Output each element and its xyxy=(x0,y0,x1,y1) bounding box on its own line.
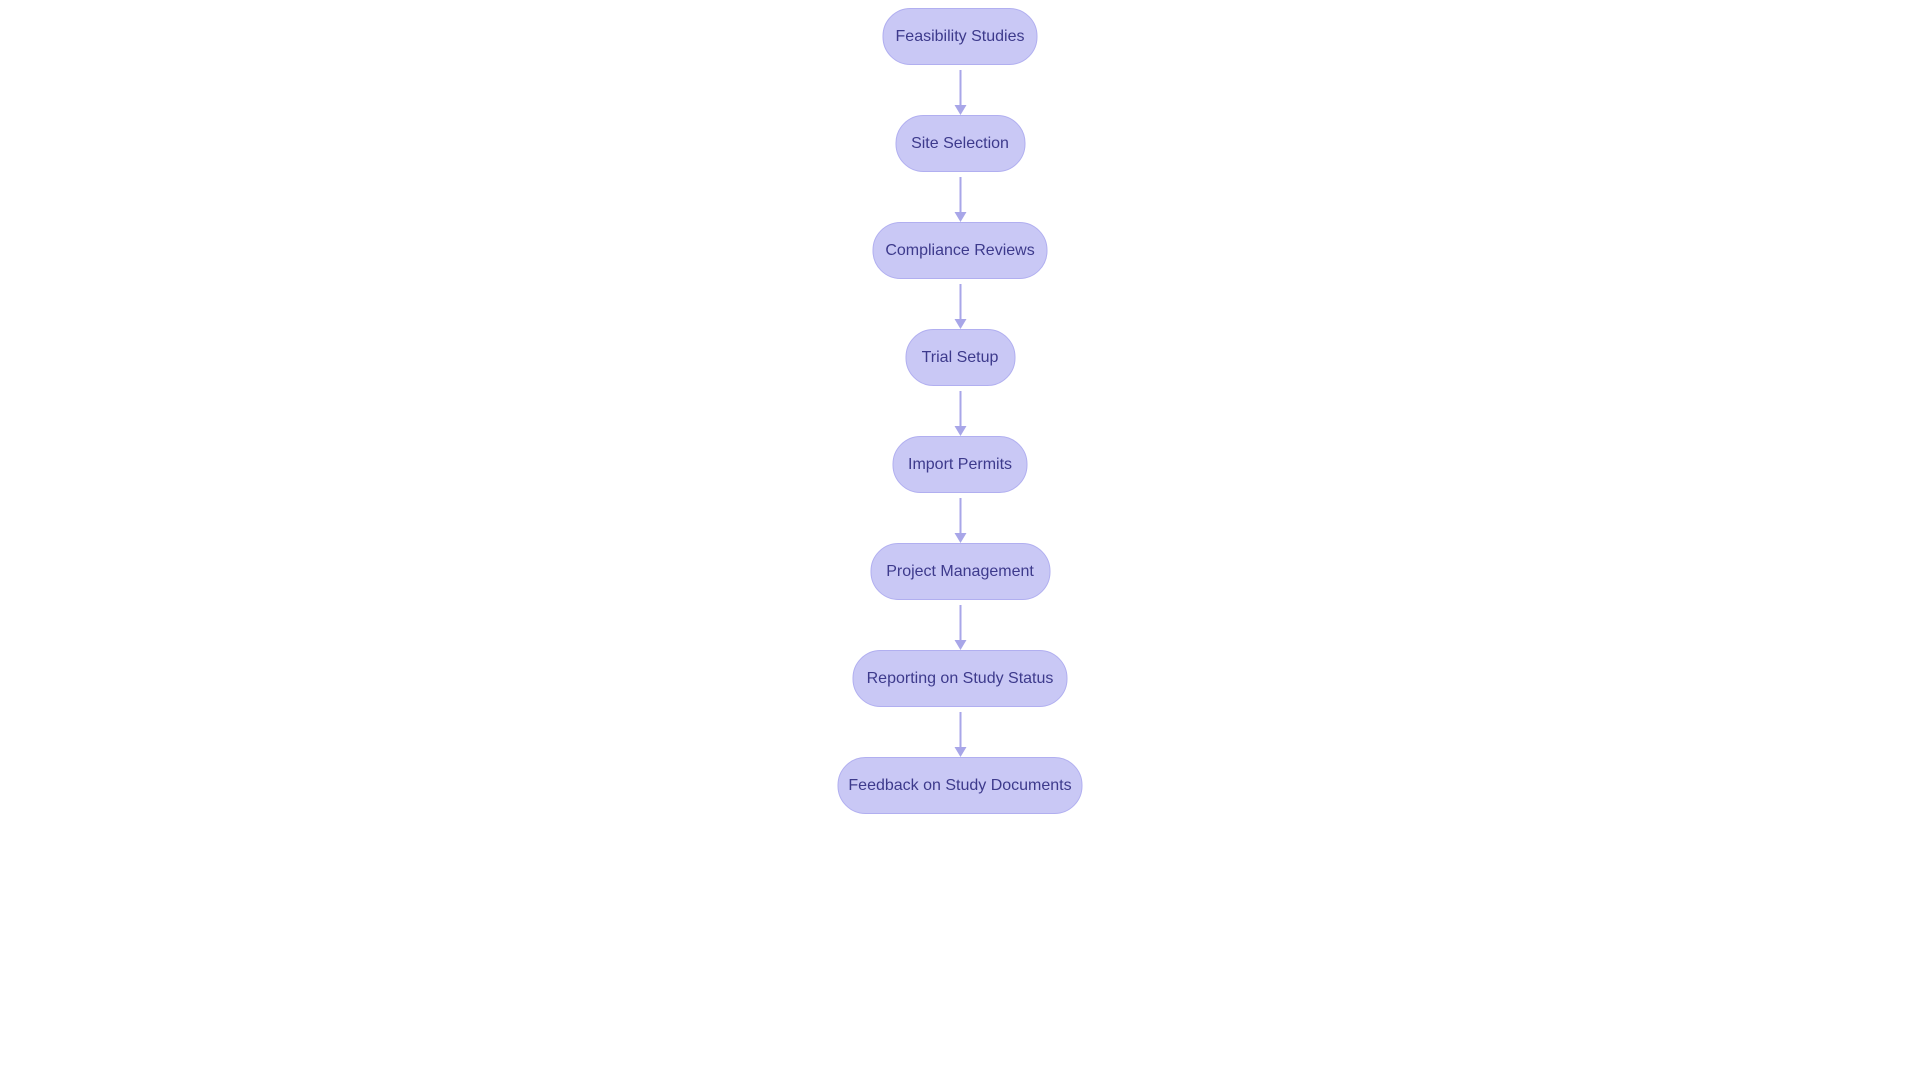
flowchart-node: Trial Setup xyxy=(905,329,1015,386)
arrow-head-icon xyxy=(954,533,966,543)
arrow-line xyxy=(959,498,961,538)
node-label: Import Permits xyxy=(908,456,1012,474)
flowchart-node: Reporting on Study Status xyxy=(853,650,1068,707)
arrow-line xyxy=(959,70,961,110)
flowchart-node: Site Selection xyxy=(895,115,1025,172)
arrow-head-icon xyxy=(954,640,966,650)
flowchart-arrow xyxy=(959,600,961,650)
flowchart-node: Import Permits xyxy=(893,436,1028,493)
arrow-head-icon xyxy=(954,319,966,329)
node-label: Trial Setup xyxy=(922,349,999,367)
flowchart-arrow xyxy=(959,386,961,436)
node-label: Reporting on Study Status xyxy=(867,670,1054,688)
flowchart-node: Compliance Reviews xyxy=(873,222,1048,279)
arrow-head-icon xyxy=(954,426,966,436)
arrow-head-icon xyxy=(954,212,966,222)
flowchart-arrow xyxy=(959,707,961,757)
arrow-line xyxy=(959,391,961,431)
flowchart-arrow xyxy=(959,279,961,329)
flowchart-container: Feasibility Studies Site Selection Complia… xyxy=(838,8,1083,814)
flowchart-arrow xyxy=(959,172,961,222)
arrow-line xyxy=(959,605,961,645)
flowchart-node: Project Management xyxy=(870,543,1050,600)
arrow-line xyxy=(959,712,961,752)
arrow-head-icon xyxy=(954,105,966,115)
node-label: Feasibility Studies xyxy=(896,28,1025,46)
flowchart-node: Feedback on Study Documents xyxy=(838,757,1083,814)
arrow-line xyxy=(959,284,961,324)
flowchart-arrow xyxy=(959,65,961,115)
flowchart-node: Feasibility Studies xyxy=(883,8,1038,65)
arrow-head-icon xyxy=(954,747,966,757)
flowchart-arrow xyxy=(959,493,961,543)
node-label: Project Management xyxy=(886,563,1034,581)
arrow-line xyxy=(959,177,961,217)
node-label: Feedback on Study Documents xyxy=(848,777,1071,795)
node-label: Site Selection xyxy=(911,135,1009,153)
node-label: Compliance Reviews xyxy=(885,242,1034,260)
